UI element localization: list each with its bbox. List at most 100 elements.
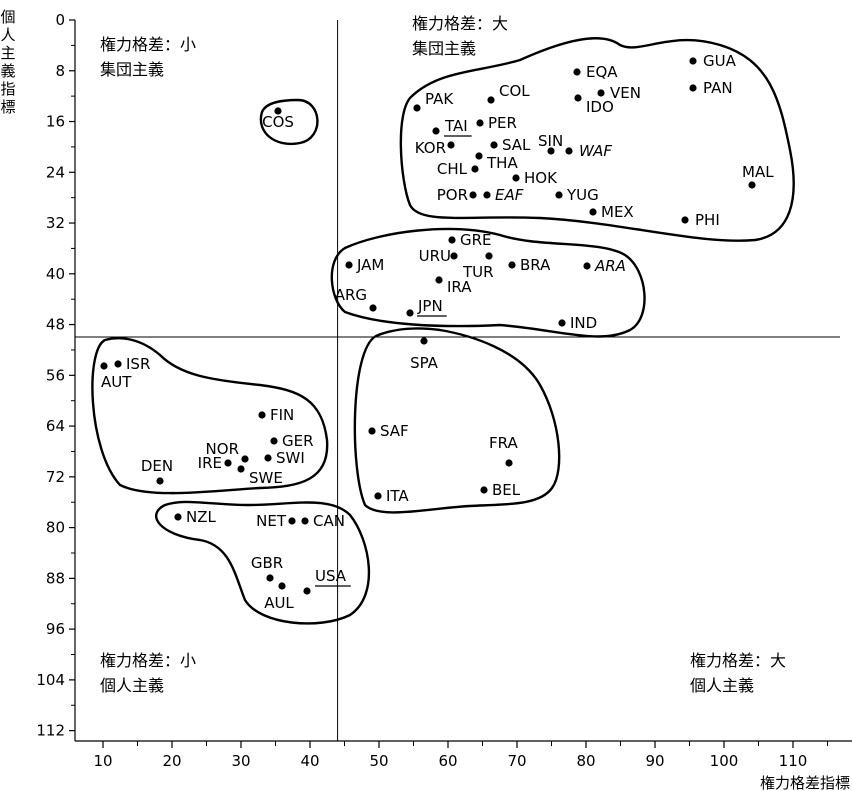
point-marker: [583, 262, 591, 270]
point-label: NOR: [206, 440, 239, 458]
point-label: GUA: [703, 52, 737, 70]
point-label: IRA: [447, 278, 472, 296]
point-label: AUT: [101, 373, 132, 391]
point-marker: [278, 582, 286, 590]
point-cos: COS: [262, 107, 294, 131]
y-axis-title-char: 義: [0, 62, 15, 80]
point-marker: [555, 191, 563, 199]
point-marker: [274, 107, 282, 115]
point-label: POR: [437, 186, 468, 204]
point-label: USA: [315, 567, 347, 585]
point-label: THA: [486, 154, 518, 172]
point-col: COL: [487, 82, 530, 104]
point-label: TAI: [444, 117, 468, 135]
point-marker: [558, 319, 566, 327]
point-label: EAF: [495, 186, 524, 204]
quadrant-label-top-right: 権力格差：大: [412, 14, 508, 33]
y-axis-title-char: 個: [0, 8, 15, 26]
point-eqa: EQA: [573, 63, 618, 81]
point-label: MEX: [601, 203, 634, 221]
point-ven: VEN: [597, 84, 641, 102]
point-tai: TAI: [432, 117, 472, 137]
point-label: PHI: [695, 211, 720, 229]
point-label: PER: [488, 114, 517, 132]
point-marker: [448, 236, 456, 244]
point-swe: SWE: [237, 465, 283, 487]
point-can: CAN: [301, 512, 345, 530]
point-marker: [288, 517, 296, 525]
cluster-latin-asia: [399, 37, 795, 242]
point-label: IND: [570, 314, 597, 332]
point-marker: [174, 513, 182, 521]
point-ind: IND: [558, 314, 597, 332]
point-nor: NOR: [206, 440, 249, 463]
quadrant-label-top-left: 権力格差：小: [100, 35, 196, 54]
point-label: FIN: [270, 406, 294, 424]
point-label: JPN: [417, 297, 443, 315]
point-pak: PAK: [413, 90, 454, 112]
point-mal: MAL: [742, 163, 774, 189]
point-marker: [476, 119, 484, 127]
point-marker: [485, 252, 493, 260]
y-tick-label: 112: [36, 722, 65, 740]
x-tick-label: 20: [162, 752, 181, 770]
point-marker: [369, 304, 377, 312]
point-nzl: NZL: [174, 508, 216, 526]
point-marker: [573, 68, 581, 76]
point-marker: [469, 191, 477, 199]
point-uru: URU: [419, 247, 458, 265]
point-marker: [748, 181, 756, 189]
point-marker: [303, 587, 311, 595]
point-label: URU: [419, 247, 451, 265]
point-marker: [432, 127, 440, 135]
point-marker: [258, 411, 266, 419]
point-label: EQA: [586, 63, 618, 81]
point-marker: [114, 360, 122, 368]
point-marker: [100, 362, 108, 370]
point-ita: ITA: [374, 487, 409, 505]
quadrant-label-bottom-left: 権力格差：小: [100, 651, 196, 670]
point-mex: MEX: [589, 203, 634, 221]
point-marker: [589, 208, 597, 216]
point-label: COS: [262, 113, 294, 131]
point-label: TUR: [462, 263, 494, 281]
point-label: AUL: [264, 594, 294, 612]
cluster-outlines: [91, 37, 795, 625]
point-pan: PAN: [689, 79, 733, 97]
point-marker: [681, 216, 689, 224]
point-marker: [450, 252, 458, 260]
y-tick-label: 96: [46, 620, 65, 638]
point-marker: [565, 147, 573, 155]
point-tur: TUR: [462, 252, 494, 281]
point-marker: [483, 191, 491, 199]
point-label: SIN: [538, 132, 563, 150]
point-marker: [505, 459, 513, 467]
point-label: PAK: [425, 90, 454, 108]
point-marker: [156, 477, 164, 485]
point-label: VEN: [610, 84, 641, 102]
point-marker: [508, 261, 516, 269]
point-aut: AUT: [100, 362, 132, 391]
quadrant-label-top-left: 集団主義: [100, 60, 164, 79]
point-gua: GUA: [689, 52, 737, 70]
data-points: GUA EQA PAN VEN COL IDO PAK COS PER TAI SAL KOR SIN W…: [100, 52, 774, 612]
point-label: HOK: [524, 169, 558, 187]
point-label: PAN: [703, 79, 733, 97]
point-ger: GER: [270, 432, 314, 450]
point-usa: USA: [303, 567, 351, 595]
point-label: BEL: [492, 481, 521, 499]
point-marker: [374, 492, 382, 500]
point-label: GBR: [251, 554, 283, 572]
point-marker: [435, 276, 443, 284]
point-waf: WAF: [565, 142, 612, 160]
y-axis-title-char: 主: [0, 44, 15, 62]
y-tick-label: 8: [55, 62, 65, 80]
point-marker: [413, 104, 421, 112]
quadrant-label-bottom-left: 個人主義: [100, 676, 164, 695]
point-label: SPA: [410, 354, 439, 372]
point-label: IRE: [198, 454, 222, 472]
y-axis-title-char: 指: [0, 80, 15, 98]
point-label: ARG: [335, 286, 367, 304]
point-label: GRE: [460, 231, 492, 249]
